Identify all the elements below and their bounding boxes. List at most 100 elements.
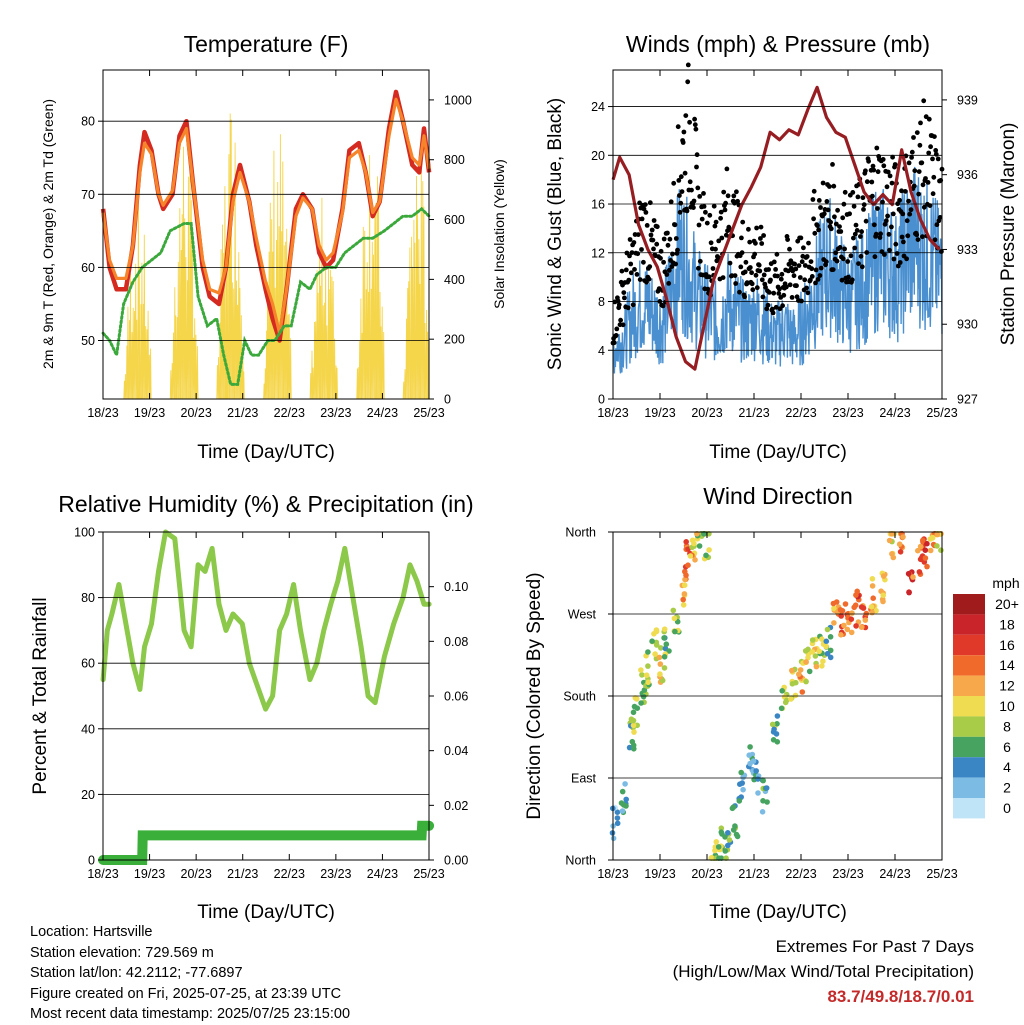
direction-point bbox=[631, 703, 638, 710]
direction-point bbox=[870, 595, 876, 601]
gust-point bbox=[743, 259, 749, 265]
colorbar-label: 0 bbox=[1003, 800, 1011, 816]
direction-point bbox=[726, 837, 733, 843]
gust-point bbox=[621, 290, 627, 295]
gust-point bbox=[760, 294, 766, 300]
winds-xtick-label: 24/23 bbox=[879, 406, 910, 420]
gust-point bbox=[854, 228, 860, 233]
gust-point bbox=[685, 79, 691, 85]
direction-point bbox=[739, 780, 745, 786]
gust-point bbox=[632, 267, 637, 272]
direction-point bbox=[819, 636, 825, 642]
direction-point bbox=[623, 796, 629, 803]
colorbar-swatch bbox=[953, 675, 985, 696]
temperature-xtick-label: 18/23 bbox=[87, 406, 118, 420]
gust-point bbox=[676, 178, 682, 183]
gust-point bbox=[684, 208, 690, 214]
direction-point bbox=[889, 551, 895, 557]
temperature-ytick-right-label: 800 bbox=[444, 153, 465, 167]
humidity-ytick-label: 60 bbox=[81, 657, 95, 671]
gust-point bbox=[777, 286, 782, 292]
gust-point bbox=[894, 251, 900, 256]
direction-point bbox=[819, 663, 825, 669]
direction-point bbox=[760, 798, 766, 804]
gust-point bbox=[870, 163, 876, 169]
gust-point bbox=[899, 234, 905, 240]
gust-point bbox=[813, 280, 818, 286]
gust-point bbox=[773, 267, 778, 272]
gust-point bbox=[887, 173, 893, 179]
direction-xtick-label: 25/23 bbox=[926, 867, 957, 881]
gust-point bbox=[892, 162, 898, 167]
gust-point bbox=[923, 176, 928, 181]
gust-point bbox=[882, 221, 888, 227]
direction-point bbox=[732, 823, 738, 829]
gust-point bbox=[837, 245, 843, 250]
gust-point bbox=[677, 193, 682, 198]
gust-point bbox=[869, 179, 875, 185]
recent-timestamp: Most recent data timestamp: 2025/07/25 2… bbox=[30, 1006, 351, 1022]
direction-point bbox=[683, 572, 689, 578]
winds-xtick-label: 22/23 bbox=[785, 406, 816, 420]
direction-xtick-label: 20/23 bbox=[691, 867, 722, 881]
direction-point bbox=[830, 600, 837, 607]
direction-point bbox=[805, 646, 811, 653]
gust-point bbox=[901, 239, 906, 245]
gust-point bbox=[930, 156, 935, 162]
gust-point bbox=[802, 277, 808, 283]
direction-point bbox=[755, 790, 761, 796]
temperature-ytick-right-label: 200 bbox=[444, 333, 465, 347]
gust-point bbox=[839, 277, 845, 283]
direction-point bbox=[641, 687, 648, 693]
temperature-xtick-label: 22/23 bbox=[274, 406, 305, 420]
colorbar-swatch bbox=[953, 634, 985, 656]
direction-point bbox=[645, 679, 651, 686]
gust-point bbox=[682, 170, 688, 176]
gust-point bbox=[847, 211, 852, 217]
temperature-ylabel-left: 2m & 9m T (Red, Orange) & 2m Td (Green) bbox=[40, 99, 56, 369]
gust-point bbox=[808, 259, 814, 264]
direction-point bbox=[687, 553, 694, 559]
gust-point bbox=[918, 120, 923, 126]
direction-point bbox=[692, 557, 698, 563]
gust-point bbox=[904, 256, 909, 262]
gust-point bbox=[920, 234, 925, 240]
direction-xtick-label: 22/23 bbox=[785, 867, 816, 881]
gust-point bbox=[858, 253, 864, 259]
colorbar-swatch bbox=[953, 696, 985, 717]
winds-ytick-label: 24 bbox=[591, 100, 605, 114]
gust-point bbox=[672, 222, 678, 228]
direction-point bbox=[680, 596, 686, 603]
humidity-ytick-label: 40 bbox=[81, 722, 95, 736]
gust-point bbox=[823, 259, 829, 265]
gust-point bbox=[685, 62, 691, 68]
temperature-ytick-label: 80 bbox=[81, 115, 95, 129]
gust-point bbox=[694, 164, 699, 170]
gust-point bbox=[889, 224, 894, 230]
gust-point bbox=[639, 247, 644, 252]
gust-point bbox=[724, 166, 730, 172]
direction-point bbox=[792, 692, 799, 699]
gust-point bbox=[874, 145, 880, 151]
gust-point bbox=[909, 155, 914, 160]
gust-point bbox=[757, 268, 763, 274]
direction-point bbox=[683, 539, 689, 545]
direction-point bbox=[645, 663, 651, 669]
gust-point bbox=[863, 168, 868, 174]
humidity-ytick-label: 0 bbox=[88, 854, 95, 868]
direction-point bbox=[760, 777, 766, 784]
temperature-ytick-label: 70 bbox=[81, 188, 95, 202]
direction-point bbox=[779, 688, 785, 694]
direction-point bbox=[897, 549, 904, 555]
relative-humidity-series bbox=[100, 529, 432, 712]
winds-ytick-label: 16 bbox=[591, 198, 605, 212]
gust-point bbox=[916, 169, 922, 175]
gust-point bbox=[864, 179, 870, 185]
direction-point bbox=[631, 746, 637, 752]
gust-point bbox=[915, 237, 921, 243]
gust-point bbox=[666, 267, 672, 273]
direction-point bbox=[622, 781, 628, 787]
gust-point bbox=[649, 227, 655, 233]
colorbar-swatch bbox=[953, 736, 985, 758]
gust-point bbox=[707, 212, 713, 218]
